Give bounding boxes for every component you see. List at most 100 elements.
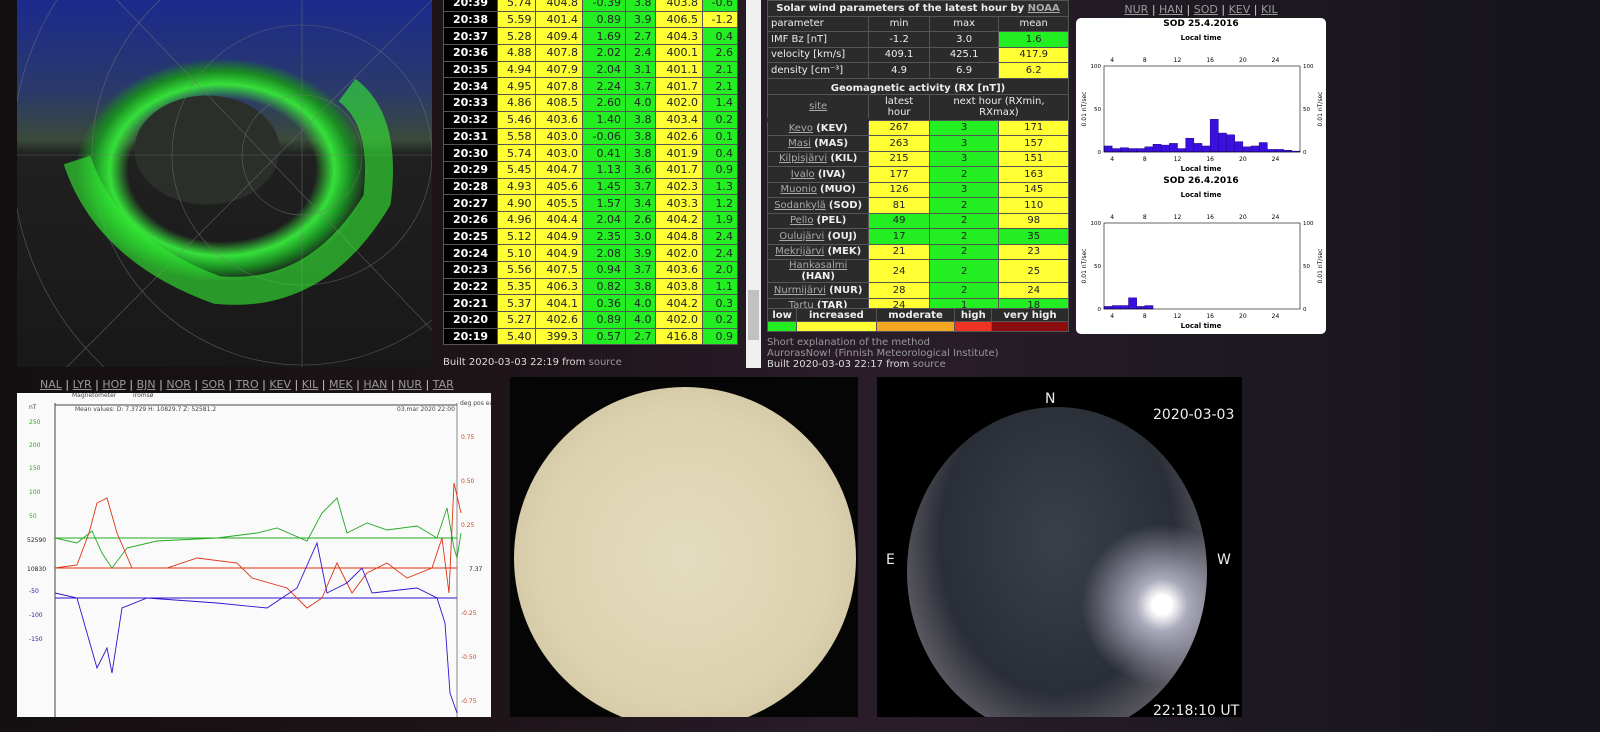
left-tick-label: 100 — [29, 489, 41, 496]
site-link[interactable]: Ivalo — [790, 168, 815, 180]
legend-label: low — [766, 308, 798, 322]
station-link-han[interactable]: HAN — [363, 378, 388, 391]
station-link-nor[interactable]: NOR — [166, 378, 191, 391]
magnetometer-title: Magnetometer — [72, 393, 117, 399]
value-cell: 3.4 — [625, 194, 657, 212]
max-value: 157 — [998, 135, 1069, 152]
site-link[interactable]: Mekrijärvi — [775, 246, 825, 258]
station-link-kev[interactable]: KEV — [1228, 3, 1251, 16]
trace-d — [54, 482, 462, 609]
x-tick-label-top: 4 — [1110, 214, 1114, 221]
site-link[interactable]: Oulujärvi — [779, 230, 825, 242]
time-cell: 20:30 — [443, 144, 498, 162]
source-link[interactable]: source — [912, 359, 946, 370]
x-tick-label-top: 8 — [1143, 57, 1147, 64]
legend-swatch — [875, 321, 956, 332]
station-link-bjn[interactable]: BJN — [136, 378, 156, 391]
x-tick-label: 24 — [1272, 313, 1280, 320]
site-link[interactable]: Sodankylä — [774, 199, 826, 211]
station-link-nur[interactable]: NUR — [398, 378, 423, 391]
value-cell: 3.8 — [625, 144, 657, 162]
noaa-link[interactable]: NOAA — [1027, 2, 1060, 14]
value-cell: 0.4 — [701, 27, 739, 46]
station-link-tro[interactable]: TRO — [235, 378, 259, 391]
value-cell: 401.9 — [655, 144, 703, 162]
value-cell: 1.57 — [581, 194, 627, 212]
time-cell: 20:22 — [443, 277, 498, 296]
latest-value: 267 — [868, 119, 930, 136]
magnetometer-plot: Magnetometer Tromsø Mean values: D: 7.3729… — [17, 392, 499, 717]
x-tick-label: 16 — [1206, 156, 1214, 163]
station-link-mek[interactable]: MEK — [329, 378, 353, 391]
x-tick-label-top: 12 — [1174, 57, 1182, 64]
station-link-sor[interactable]: SOR — [201, 378, 225, 391]
wind-built-info: Built 2020-03-03 22:19 from source — [443, 357, 622, 368]
column-header: mean — [998, 15, 1069, 32]
value-cell: 1.9 — [701, 210, 739, 229]
right-tick-label: 0.75 — [461, 434, 475, 441]
station-link-sod[interactable]: SOD — [1193, 3, 1218, 16]
site-code: (HAN) — [801, 271, 835, 282]
time-cell: 20:33 — [443, 94, 498, 112]
value-cell: 404.3 — [655, 27, 703, 46]
y-tick-label: 50 — [1094, 107, 1101, 113]
site-link[interactable]: Tartu — [788, 300, 814, 312]
station-link-nal[interactable]: NAL — [40, 378, 62, 391]
value-cell: 0.2 — [701, 110, 739, 129]
value-cell: 407.5 — [535, 261, 583, 279]
value-cell: 5.59 — [496, 10, 537, 29]
site-link[interactable]: Muonio — [780, 184, 817, 196]
value-cell: 0.36 — [581, 294, 627, 313]
value-cell: 402.3 — [655, 177, 703, 196]
site-link[interactable]: Hankasalmi — [788, 260, 848, 271]
value-cell: 404.2 — [655, 294, 703, 313]
left-tick-label: -100 — [29, 612, 43, 619]
station-link-lyr[interactable]: LYR — [72, 378, 92, 391]
station-link-hop[interactable]: HOP — [102, 378, 126, 391]
site-link[interactable]: Kilpisjärvi — [778, 153, 828, 165]
station-link-kev[interactable]: KEV — [269, 378, 292, 391]
time-cell: 20:32 — [443, 110, 498, 129]
source-link[interactable]: source — [588, 357, 622, 368]
value-cell: 5.35 — [496, 277, 537, 296]
site-code: (PEL) — [816, 215, 847, 227]
value-cell: 2.04 — [581, 60, 627, 79]
time-cell: 20:28 — [443, 177, 498, 196]
value-cell: 404.4 — [535, 210, 583, 229]
site-link[interactable]: Pello — [789, 215, 814, 227]
table-row: 20:22 5.35 406.3 0.82 3.8 403.8 1.1 — [443, 277, 739, 296]
y-axis-label: 0.01 nT/sec — [1081, 92, 1088, 127]
value-cell: -0.06 — [581, 127, 627, 146]
value-cell: 404.1 — [535, 294, 583, 313]
site-link[interactable]: Kevo — [788, 123, 813, 134]
auroras-now-link[interactable]: AurorasNow! (Finnish Meteorological Inst… — [767, 348, 999, 359]
value-cell: 0.9 — [701, 160, 739, 179]
site-link[interactable]: Masi — [788, 137, 811, 149]
value-cell: 402.0 — [655, 94, 703, 112]
left-tick-label: 10830 — [27, 566, 46, 573]
fisheye-sky — [907, 407, 1207, 717]
latest-value: 24 — [868, 259, 930, 283]
site-link[interactable]: Nurmijärvi — [773, 284, 826, 296]
scrollbar[interactable] — [746, 0, 761, 368]
scrollbar-thumb[interactable] — [748, 290, 759, 340]
value-cell: 403.8 — [655, 0, 703, 12]
station-link-han[interactable]: HAN — [1159, 3, 1184, 16]
method-explanation-link[interactable]: Short explanation of the method — [767, 337, 930, 348]
legend-swatch — [796, 321, 877, 332]
station-link-kil[interactable]: KIL — [301, 378, 319, 391]
station-link-kil[interactable]: KIL — [1261, 3, 1278, 16]
value-cell: 1.4 — [701, 94, 739, 112]
value-cell: 0.41 — [581, 144, 627, 162]
x-axis-label-top: Local time — [1181, 34, 1222, 42]
time-cell: 20:34 — [443, 77, 498, 96]
value-cell: 2.08 — [581, 244, 627, 262]
table-row: Hankasalmi (HAN) 24 2 25 — [766, 259, 1069, 283]
legend-swatch — [991, 321, 1069, 332]
site-sort-link[interactable]: site — [809, 100, 828, 112]
station-link-nur[interactable]: NUR — [1124, 3, 1149, 16]
value-cell: 4.0 — [625, 311, 657, 329]
time-cell: 20:20 — [443, 311, 498, 329]
station-link-tar[interactable]: TAR — [432, 378, 454, 391]
value-cell: 0.3 — [701, 294, 739, 313]
